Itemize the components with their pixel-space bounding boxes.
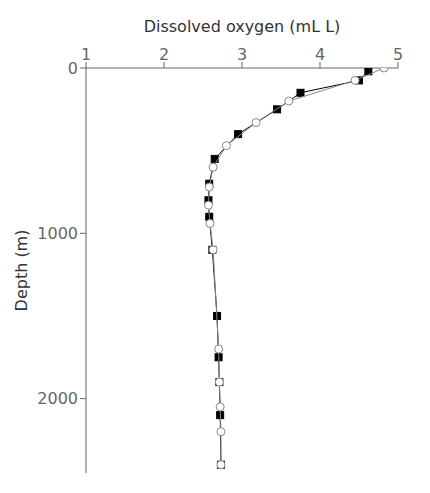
- svg-text:5: 5: [393, 45, 403, 64]
- svg-text:Dissolved oxygen (mL L): Dissolved oxygen (mL L): [144, 17, 341, 36]
- svg-text:2: 2: [159, 45, 169, 64]
- svg-text:2000: 2000: [37, 389, 78, 408]
- svg-text:4: 4: [315, 45, 325, 64]
- svg-text:3: 3: [237, 45, 247, 64]
- svg-text:1: 1: [81, 45, 91, 64]
- svg-text:Depth (m): Depth (m): [12, 230, 31, 312]
- svg-text:0: 0: [68, 59, 78, 78]
- svg-text:1000: 1000: [37, 224, 78, 243]
